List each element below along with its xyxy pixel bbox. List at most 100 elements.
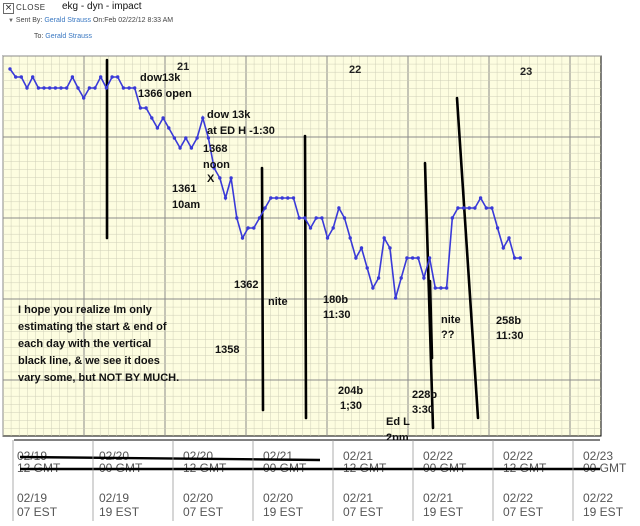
data-point bbox=[172, 136, 177, 140]
axis-label: 02/22 bbox=[503, 491, 533, 505]
data-point bbox=[337, 206, 341, 210]
annotation-text: 1;30 bbox=[340, 400, 362, 412]
sender-link[interactable]: Gerald Strauss bbox=[44, 17, 92, 24]
axis-label: 02/21 bbox=[343, 491, 373, 505]
data-point bbox=[87, 86, 92, 90]
data-point bbox=[473, 206, 477, 210]
data-point bbox=[65, 86, 69, 90]
sent-by-row: ▼ Sent By: Gerald Strauss On:Feb 02/22/1… bbox=[8, 17, 173, 24]
data-point bbox=[478, 196, 483, 200]
axis-label: 02/21 bbox=[343, 449, 373, 463]
data-point bbox=[161, 116, 165, 120]
data-point bbox=[36, 86, 41, 90]
data-point bbox=[484, 206, 488, 210]
data-point bbox=[212, 166, 216, 170]
data-point bbox=[444, 286, 449, 290]
annotation-text: 180b bbox=[323, 294, 348, 306]
data-point bbox=[325, 236, 330, 240]
to-label: To: bbox=[34, 33, 44, 40]
expand-arrow-icon[interactable]: ▼ bbox=[8, 18, 14, 24]
day-boundary-line bbox=[423, 161, 435, 430]
data-point bbox=[155, 126, 160, 130]
data-point bbox=[439, 286, 443, 290]
annotation-text: I hope you realize Im only bbox=[18, 304, 153, 316]
data-point bbox=[150, 116, 154, 120]
data-point bbox=[450, 216, 454, 220]
annotation-text: 228b bbox=[412, 389, 437, 401]
data-point bbox=[184, 136, 188, 140]
data-point bbox=[82, 96, 86, 100]
message-header: × CLOSE ekg - dyn - impact ▼ Sent By: Ge… bbox=[0, 0, 640, 49]
data-point bbox=[297, 216, 301, 220]
annotation-text: dow13k bbox=[140, 72, 181, 84]
day-boundary-line bbox=[303, 134, 308, 420]
data-point bbox=[320, 216, 324, 220]
data-point bbox=[99, 75, 103, 79]
axis-label: 02/22 bbox=[423, 449, 453, 463]
axis-label: 02/22 bbox=[583, 491, 613, 505]
data-point bbox=[167, 126, 171, 130]
data-point bbox=[246, 226, 250, 230]
to-row: To: Gerald Strauss bbox=[34, 33, 92, 40]
axis-label: 07 EST bbox=[17, 505, 58, 519]
data-point bbox=[495, 226, 500, 230]
annotation-text: 11:30 bbox=[323, 309, 351, 321]
data-point bbox=[8, 67, 12, 71]
data-point bbox=[178, 146, 182, 150]
annotation-text: nite bbox=[268, 296, 288, 308]
data-point bbox=[138, 106, 143, 110]
annotation-text: X bbox=[207, 173, 215, 185]
annotation-text: estimating the start & end of bbox=[18, 321, 167, 333]
annotation-text: noon bbox=[203, 159, 230, 171]
annotation-text: Ed L bbox=[386, 416, 410, 428]
ekg-chart: dow13k 1366 open dow 13k at ED H -1:30 1368 n… bbox=[0, 48, 640, 521]
data-point bbox=[427, 256, 432, 260]
axis-label: 00 GMT bbox=[583, 461, 627, 475]
data-point bbox=[501, 246, 505, 250]
axis-label: 02/19 bbox=[99, 491, 129, 505]
data-point bbox=[144, 106, 148, 110]
data-point bbox=[257, 216, 262, 220]
data-points bbox=[8, 67, 522, 300]
data-point bbox=[365, 266, 369, 270]
data-point bbox=[359, 246, 364, 250]
annotation-text: 1358 bbox=[215, 344, 239, 356]
data-point bbox=[48, 86, 52, 90]
data-point bbox=[127, 86, 131, 90]
close-button[interactable]: CLOSE bbox=[16, 3, 46, 12]
annotation-text: each day with the vertical bbox=[18, 338, 151, 350]
axis-label: 02/19 bbox=[17, 491, 47, 505]
annotation-text: 1362 bbox=[234, 279, 258, 291]
data-point bbox=[512, 256, 517, 260]
data-point bbox=[331, 226, 335, 230]
axis-label: 19 EST bbox=[423, 505, 464, 519]
axis-background bbox=[10, 440, 640, 521]
data-point bbox=[507, 236, 511, 240]
close-icon[interactable]: × bbox=[3, 3, 14, 14]
data-point bbox=[76, 86, 80, 90]
data-point bbox=[382, 236, 386, 240]
data-point bbox=[269, 196, 273, 200]
axis-label: 07 EST bbox=[343, 505, 384, 519]
data-point bbox=[31, 75, 35, 79]
data-point bbox=[235, 216, 239, 220]
axis-label: 02/20 bbox=[263, 491, 293, 505]
data-point bbox=[422, 276, 426, 280]
data-point bbox=[518, 256, 522, 260]
annotation-text: 1368 bbox=[203, 143, 227, 155]
data-point bbox=[286, 196, 290, 200]
data-point bbox=[206, 136, 211, 140]
data-point bbox=[314, 216, 318, 220]
sent-date: On:Feb 02/22/12 8:33 AM bbox=[92, 17, 174, 24]
data-point bbox=[19, 75, 23, 79]
axis-label: 19 EST bbox=[263, 505, 304, 519]
data-point bbox=[59, 86, 63, 90]
data-point bbox=[14, 75, 18, 79]
axis-label: 07 EST bbox=[503, 505, 544, 519]
chart-annotations: dow13k 1366 open dow 13k at ED H -1:30 1368 n… bbox=[18, 61, 532, 444]
recipient-link[interactable]: Gerald Strauss bbox=[45, 33, 92, 40]
data-point bbox=[240, 236, 245, 240]
data-point bbox=[456, 206, 460, 210]
day-label: 21 bbox=[177, 61, 189, 73]
chart-area: dow13k 1366 open dow 13k at ED H -1:30 1368 n… bbox=[0, 48, 640, 521]
